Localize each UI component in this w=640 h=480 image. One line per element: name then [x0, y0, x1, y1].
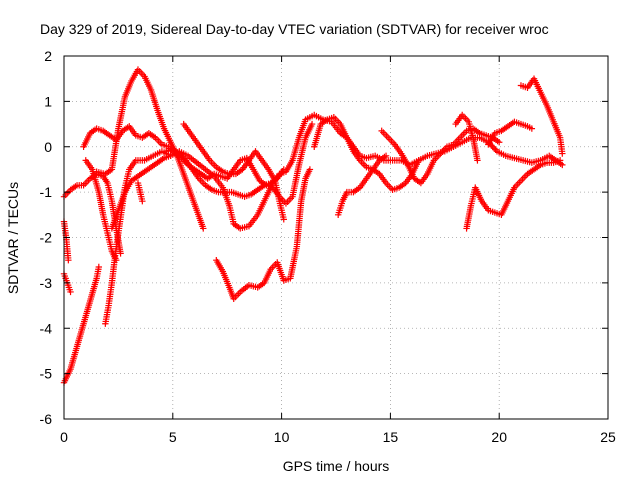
y-tick-label: -4	[40, 320, 53, 336]
y-tick-label: -6	[40, 411, 53, 427]
y-tick-label: 2	[44, 48, 52, 64]
data-point	[308, 120, 316, 128]
y-tick-label: -2	[40, 230, 53, 246]
x-axis-label: GPS time / hours	[283, 458, 390, 474]
x-tick-label: 15	[383, 429, 399, 445]
data-point	[117, 250, 124, 257]
data-point	[280, 166, 287, 173]
data-point	[67, 288, 74, 296]
chart-title: Day 329 of 2019, Sidereal Day-to-day VTE…	[40, 21, 549, 37]
data-point	[200, 225, 207, 232]
data-point	[496, 139, 503, 146]
data-point	[167, 152, 174, 160]
y-axis-label: SDTVAR / TECUs	[5, 182, 21, 294]
y-tick-label: -1	[40, 184, 53, 200]
data-point	[559, 150, 566, 157]
grid-lines	[64, 56, 608, 419]
data-point	[95, 263, 103, 271]
data-point	[65, 256, 72, 264]
data-point	[280, 216, 287, 223]
axes: 0 5 10 15 20 25 -6 -5 -4 -3 -2 -1 0 1 2	[40, 48, 616, 445]
data-point	[113, 256, 120, 264]
x-tick-label: 10	[274, 429, 290, 445]
x-tick-label: 5	[169, 429, 177, 445]
y-tick-label: 0	[44, 139, 52, 155]
data-point	[474, 157, 481, 164]
y-tick-label: -3	[40, 275, 53, 291]
data-point	[559, 161, 566, 169]
data-points	[60, 66, 566, 386]
data-point	[490, 145, 498, 152]
data-point	[492, 146, 499, 153]
data-point	[306, 166, 314, 173]
data-point	[415, 157, 422, 164]
data-point	[528, 125, 536, 132]
data-point	[382, 152, 390, 160]
y-tick-label: -5	[40, 366, 53, 382]
y-tick-label: 1	[44, 93, 52, 109]
data-point	[556, 157, 564, 164]
data-point	[489, 143, 496, 150]
x-tick-label: 25	[600, 429, 616, 445]
x-tick-label: 0	[60, 429, 68, 445]
x-tick-label: 20	[491, 429, 507, 445]
data-point	[139, 198, 146, 205]
